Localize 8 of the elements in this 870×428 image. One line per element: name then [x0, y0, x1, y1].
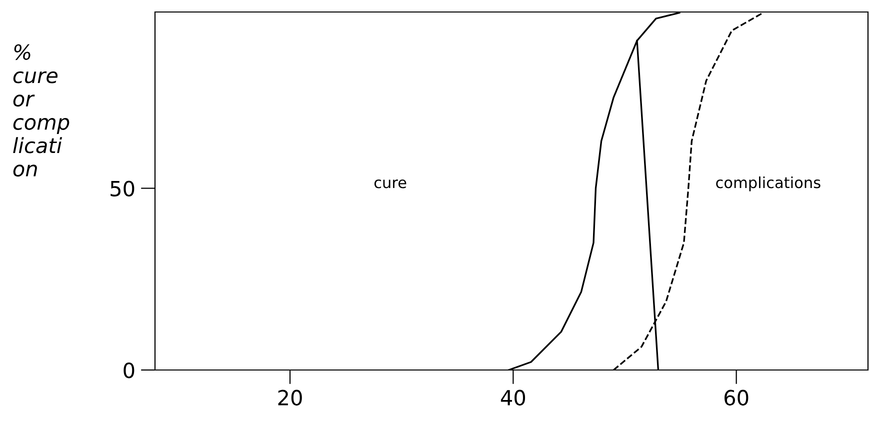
x-tick-label: 40 [500, 390, 526, 406]
y-tick-label: 50 [110, 180, 134, 196]
annotation: complications [716, 176, 820, 192]
y-tick-label: 0 [124, 362, 134, 378]
x-tick-label: 60 [724, 390, 748, 406]
x-tick-label: 20 [278, 390, 302, 406]
annotation: cure [374, 180, 406, 188]
y-axis-title: % cure or comp licati on [13, 44, 70, 177]
